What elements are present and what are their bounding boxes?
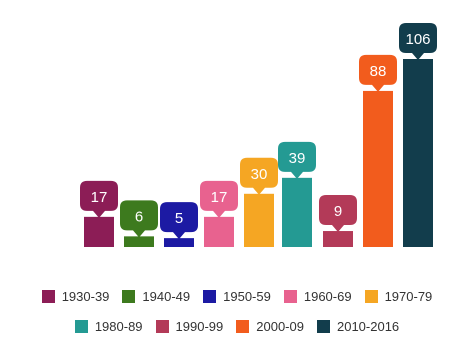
bar-1940-49 bbox=[124, 236, 154, 247]
value-callout-1950-59 bbox=[160, 202, 198, 240]
data-label-1930-39: 17 bbox=[91, 189, 108, 206]
legend-swatch bbox=[122, 290, 136, 303]
legend-item-1960-69: 1960-69 bbox=[283, 289, 352, 304]
legend-label: 1970-79 bbox=[384, 289, 433, 304]
legend-swatch bbox=[155, 320, 169, 333]
legend-label: 1980-89 bbox=[94, 319, 143, 334]
legend-item-1980-89: 1980-89 bbox=[74, 319, 143, 334]
legend-item-1930-39: 1930-39 bbox=[41, 289, 110, 304]
bar-1990-99 bbox=[323, 231, 353, 247]
legend-swatch bbox=[41, 290, 55, 303]
bar-1980-89 bbox=[282, 177, 312, 247]
data-label-1970-79: 30 bbox=[251, 166, 268, 183]
legend-item-2010-2016: 2010-2016 bbox=[316, 319, 400, 334]
legend-swatch bbox=[283, 290, 297, 303]
legend-label: 1930-39 bbox=[61, 289, 110, 304]
legend-swatch bbox=[364, 290, 378, 303]
data-label-1940-49: 6 bbox=[135, 208, 143, 225]
bar-2010-2016 bbox=[403, 59, 433, 247]
data-label-1990-99: 9 bbox=[334, 203, 342, 220]
value-callout-2000-09 bbox=[359, 54, 397, 92]
bar-1970-79 bbox=[244, 193, 274, 247]
legend-item-1970-79: 1970-79 bbox=[364, 289, 433, 304]
legend-label: 1990-99 bbox=[175, 319, 224, 334]
legend-swatch bbox=[236, 320, 250, 333]
legend-label: 1950-59 bbox=[223, 289, 271, 304]
legend-item-1940-49: 1940-49 bbox=[122, 289, 190, 304]
legend-swatch bbox=[74, 320, 88, 333]
value-callout-1980-89 bbox=[278, 141, 316, 179]
bar-2000-09 bbox=[363, 90, 393, 247]
legend-item-2000-09: 2000-09 bbox=[236, 319, 304, 334]
data-label-1960-69: 17 bbox=[211, 189, 228, 206]
legend-swatch bbox=[316, 320, 330, 333]
data-label-1980-89: 39 bbox=[289, 150, 306, 167]
legend-label: 2010-2016 bbox=[336, 319, 400, 334]
data-label-2010-2016: 106 bbox=[405, 31, 430, 48]
legend-swatch bbox=[203, 290, 217, 303]
bar-1960-69 bbox=[204, 216, 234, 247]
value-callout-1960-69 bbox=[200, 180, 238, 218]
legend-label: 2000-09 bbox=[256, 319, 304, 334]
value-callout-2010-2016 bbox=[399, 23, 437, 60]
legend-label: 1960-69 bbox=[303, 289, 352, 304]
legend-item-1950-59: 1950-59 bbox=[203, 289, 271, 304]
value-callout-1930-39 bbox=[80, 180, 118, 218]
legend-row-2: 1980-89 1990-99 2000-09 2010-2016 bbox=[0, 319, 474, 334]
legend-label: 1940-49 bbox=[142, 289, 191, 304]
data-label-1950-59: 5 bbox=[175, 210, 183, 227]
data-label-2000-09: 88 bbox=[370, 63, 387, 80]
value-callout-1970-79 bbox=[240, 157, 278, 195]
legend-row-1: 1930-39 1940-49 1950-59 1960-69 1970-79 bbox=[0, 289, 474, 304]
value-callout-1940-49 bbox=[120, 200, 158, 238]
bar-1930-39 bbox=[84, 216, 114, 247]
value-callout-1990-99 bbox=[319, 195, 357, 233]
legend-item-1990-99: 1990-99 bbox=[155, 319, 224, 334]
bar-1950-59 bbox=[164, 238, 194, 247]
